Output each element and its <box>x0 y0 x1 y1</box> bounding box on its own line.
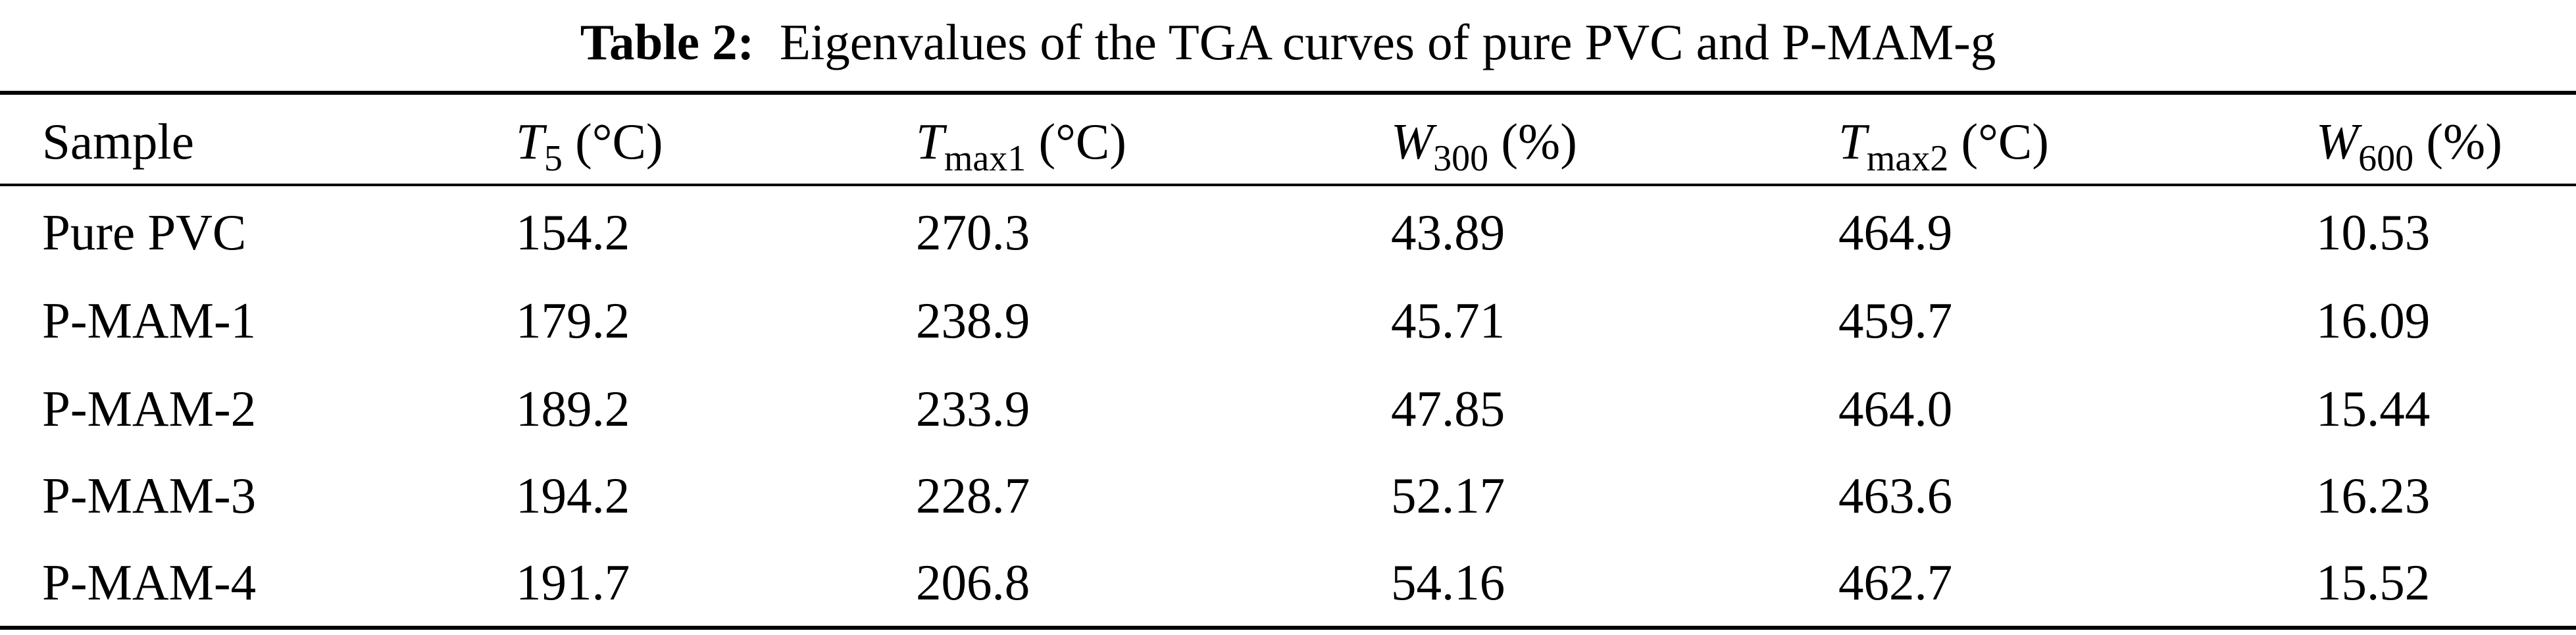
cell-w600: 16.09 <box>2316 292 2431 349</box>
header-t5: T5 (°C) <box>516 97 663 191</box>
cell-tmax1: 233.9 <box>916 380 1030 437</box>
table-caption: Table 2: Eigenvalues of the TGA curves o… <box>0 9 2576 75</box>
table-row: Pure PVC 154.2 270.3 43.89 464.9 10.53 <box>0 188 2576 276</box>
table-row: P-MAM-4 191.7 206.8 54.16 462.7 15.52 <box>0 538 2576 626</box>
cell-tmax1: 270.3 <box>916 204 1030 261</box>
header-tmax1-unit: (°C) <box>1026 113 1126 170</box>
header-w300-unit: (%) <box>1488 113 1577 170</box>
header-w300-sub: 300 <box>1433 138 1489 179</box>
header-sample: Sample <box>42 97 194 186</box>
header-tmax2-var: T <box>1838 113 1867 170</box>
table-header-rule <box>0 184 2576 186</box>
cell-sample: P-MAM-2 <box>42 380 257 437</box>
table-row: P-MAM-1 179.2 238.9 45.71 459.7 16.09 <box>0 276 2576 365</box>
header-t5-var: T <box>516 113 544 170</box>
table-top-rule <box>0 91 2576 95</box>
header-t5-unit: (°C) <box>562 113 663 170</box>
header-tmax1-sub: max1 <box>944 138 1026 179</box>
cell-t5: 191.7 <box>516 554 630 611</box>
cell-sample: Pure PVC <box>42 204 247 261</box>
header-tmax1: Tmax1 (°C) <box>916 97 1126 191</box>
header-w600-unit: (%) <box>2413 113 2502 170</box>
cell-sample: P-MAM-4 <box>42 554 257 611</box>
header-w300: W300 (%) <box>1391 97 1577 191</box>
table-caption-label: Table 2: <box>580 14 755 70</box>
cell-tmax1: 238.9 <box>916 292 1030 349</box>
cell-w300: 52.17 <box>1391 467 1505 524</box>
cell-w600: 15.52 <box>2316 554 2431 611</box>
cell-tmax2: 462.7 <box>1838 554 1953 611</box>
cell-tmax2: 464.0 <box>1838 380 1953 437</box>
cell-w300: 47.85 <box>1391 380 1505 437</box>
cell-t5: 194.2 <box>516 467 630 524</box>
cell-w600: 10.53 <box>2316 204 2431 261</box>
table-bottom-rule <box>0 626 2576 630</box>
table-row: P-MAM-3 194.2 228.7 52.17 463.6 16.23 <box>0 451 2576 540</box>
header-tmax2: Tmax2 (°C) <box>1838 97 2049 191</box>
header-w600-var: W <box>2316 113 2359 170</box>
cell-tmax2: 463.6 <box>1838 467 1953 524</box>
header-tmax2-sub: max2 <box>1866 138 1949 179</box>
cell-tmax1: 228.7 <box>916 467 1030 524</box>
header-tmax2-unit: (°C) <box>1948 113 2049 170</box>
cell-w600: 15.44 <box>2316 380 2431 437</box>
header-w600: W600 (%) <box>2316 97 2502 191</box>
cell-w300: 45.71 <box>1391 292 1505 349</box>
cell-t5: 179.2 <box>516 292 630 349</box>
cell-tmax1: 206.8 <box>916 554 1030 611</box>
header-w300-var: W <box>1391 113 1434 170</box>
cell-sample: P-MAM-3 <box>42 467 257 524</box>
header-tmax1-var: T <box>916 113 944 170</box>
table-caption-text: Eigenvalues of the TGA curves of pure PV… <box>779 14 1996 70</box>
header-w600-sub: 600 <box>2358 138 2414 179</box>
header-sample-label: Sample <box>42 113 194 170</box>
cell-sample: P-MAM-1 <box>42 292 257 349</box>
cell-t5: 154.2 <box>516 204 630 261</box>
table-header-row: Sample T5 (°C) Tmax1 (°C) W300 (%) Tmax2… <box>0 97 2576 186</box>
cell-w300: 54.16 <box>1391 554 1505 611</box>
cell-tmax2: 459.7 <box>1838 292 1953 349</box>
cell-w300: 43.89 <box>1391 204 1505 261</box>
cell-t5: 189.2 <box>516 380 630 437</box>
cell-w600: 16.23 <box>2316 467 2431 524</box>
cell-tmax2: 464.9 <box>1838 204 1953 261</box>
table-row: P-MAM-2 189.2 233.9 47.85 464.0 15.44 <box>0 365 2576 453</box>
header-t5-sub: 5 <box>543 138 563 179</box>
